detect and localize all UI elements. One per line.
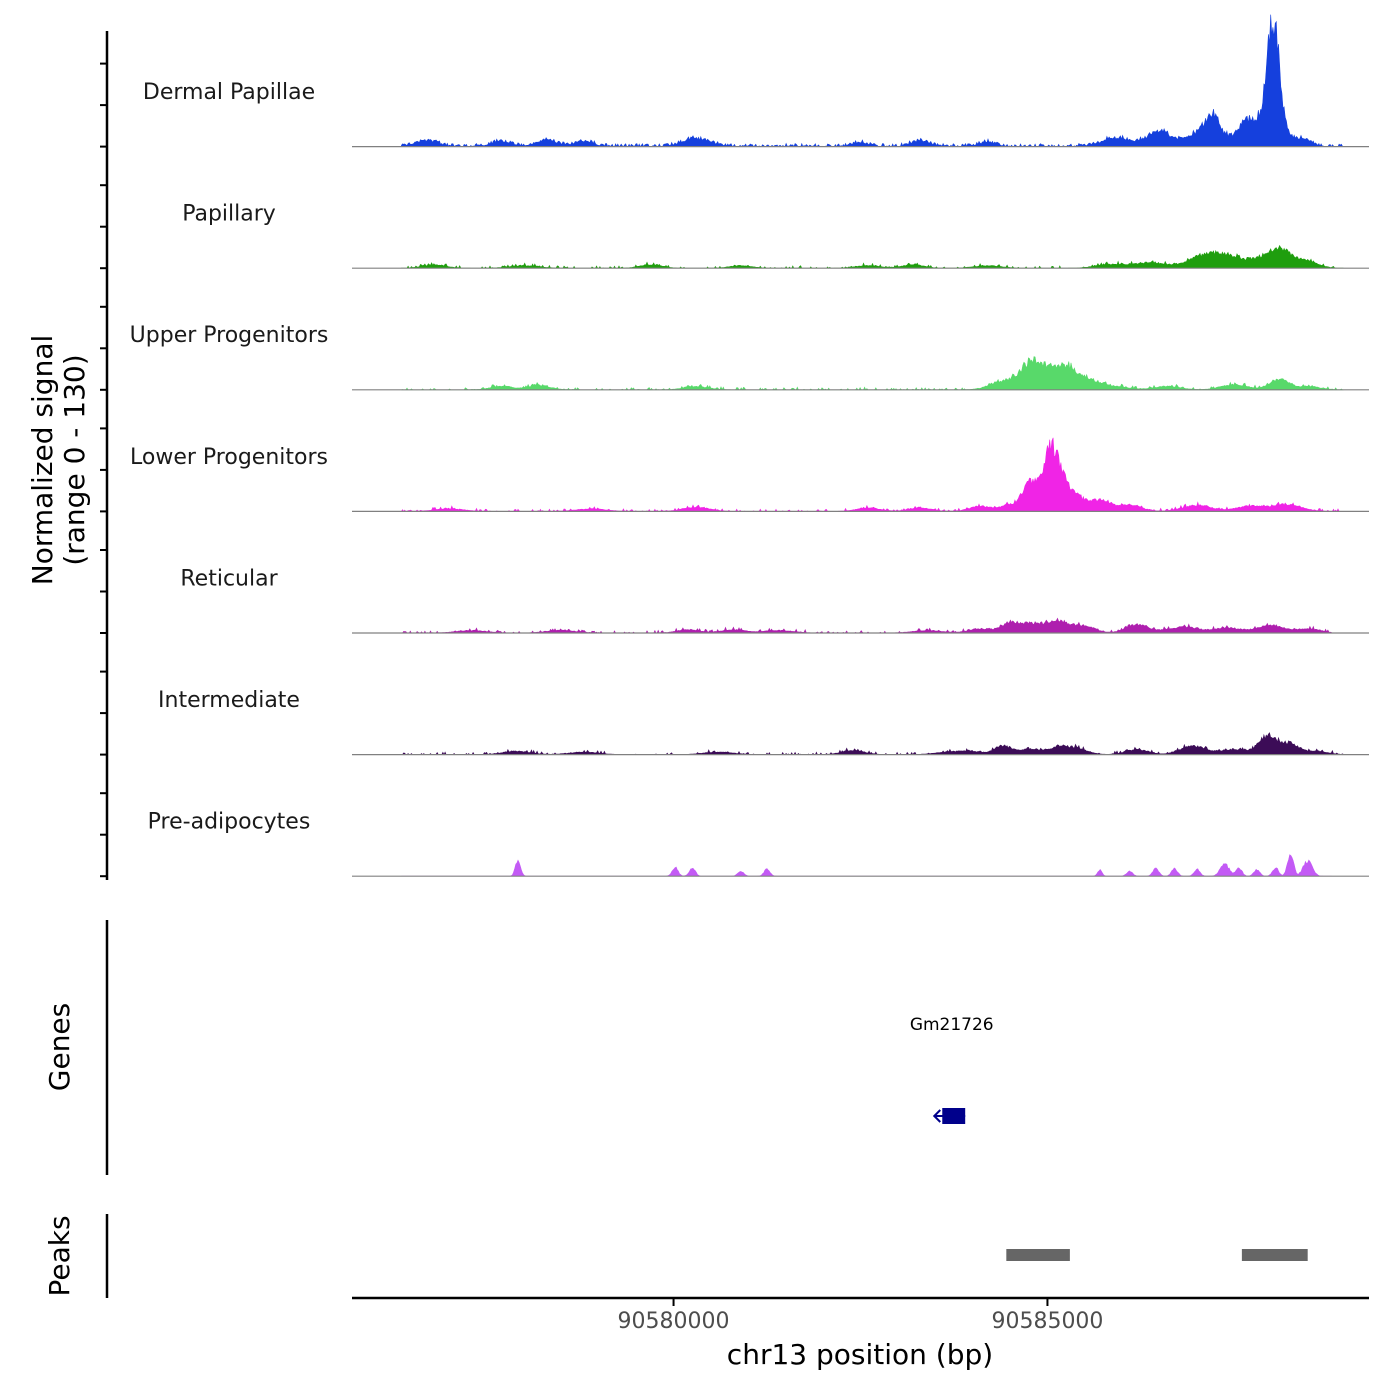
x-axis-ticks: 90580000 90585000 [618, 1298, 1103, 1334]
gene-exon [942, 1108, 966, 1124]
genes-track-label: Genes [43, 1003, 76, 1091]
track-reticular: Reticular [180, 566, 1369, 634]
track-label: Intermediate [158, 688, 300, 713]
peak-region [1006, 1249, 1070, 1261]
y-axis-title-line1: Normalized signal [26, 335, 59, 586]
signal-area [401, 356, 1344, 391]
track-label: Upper Progenitors [130, 323, 329, 348]
peak-regions [1006, 1249, 1308, 1261]
track-label: Papillary [182, 202, 276, 227]
signal-area [400, 437, 1344, 513]
y-axis-title-line2: (range 0 - 130) [58, 354, 91, 565]
signal-area [401, 854, 1332, 877]
signal-area [401, 244, 1344, 269]
track-intermediate: Intermediate [158, 688, 1369, 756]
signal-area [401, 732, 1344, 756]
signal-y-axis [100, 31, 109, 880]
signal-area [401, 14, 1344, 148]
x-tick-label: 90580000 [618, 1309, 730, 1334]
track-upper-progenitors: Upper Progenitors [130, 323, 1369, 391]
peaks-track-label: Peaks [43, 1215, 76, 1296]
track-label: Reticular [180, 566, 278, 591]
gene-model: Gm21726 [910, 1015, 994, 1124]
track-dermal-papillae: Dermal Papillae [143, 14, 1369, 148]
gene-name: Gm21726 [910, 1015, 994, 1035]
signal-tracks: Dermal Papillae Papillary Upper Progenitor… [130, 14, 1369, 877]
track-label: Dermal Papillae [143, 80, 315, 105]
signal-area [401, 617, 1333, 634]
x-axis-title: chr13 position (bp) [727, 1338, 993, 1371]
track-papillary: Papillary [182, 202, 1369, 269]
gene-annotations: Gm21726 [910, 1015, 994, 1124]
track-label: Lower Progenitors [130, 445, 328, 470]
strand-arrow-icon [932, 1109, 941, 1123]
x-tick-label: 90585000 [991, 1309, 1103, 1334]
peak-region [1241, 1249, 1308, 1261]
track-lower-progenitors: Lower Progenitors [130, 437, 1369, 513]
track-pre-adipocytes: Pre-adipocytes [148, 810, 1369, 877]
track-label: Pre-adipocytes [148, 810, 311, 835]
